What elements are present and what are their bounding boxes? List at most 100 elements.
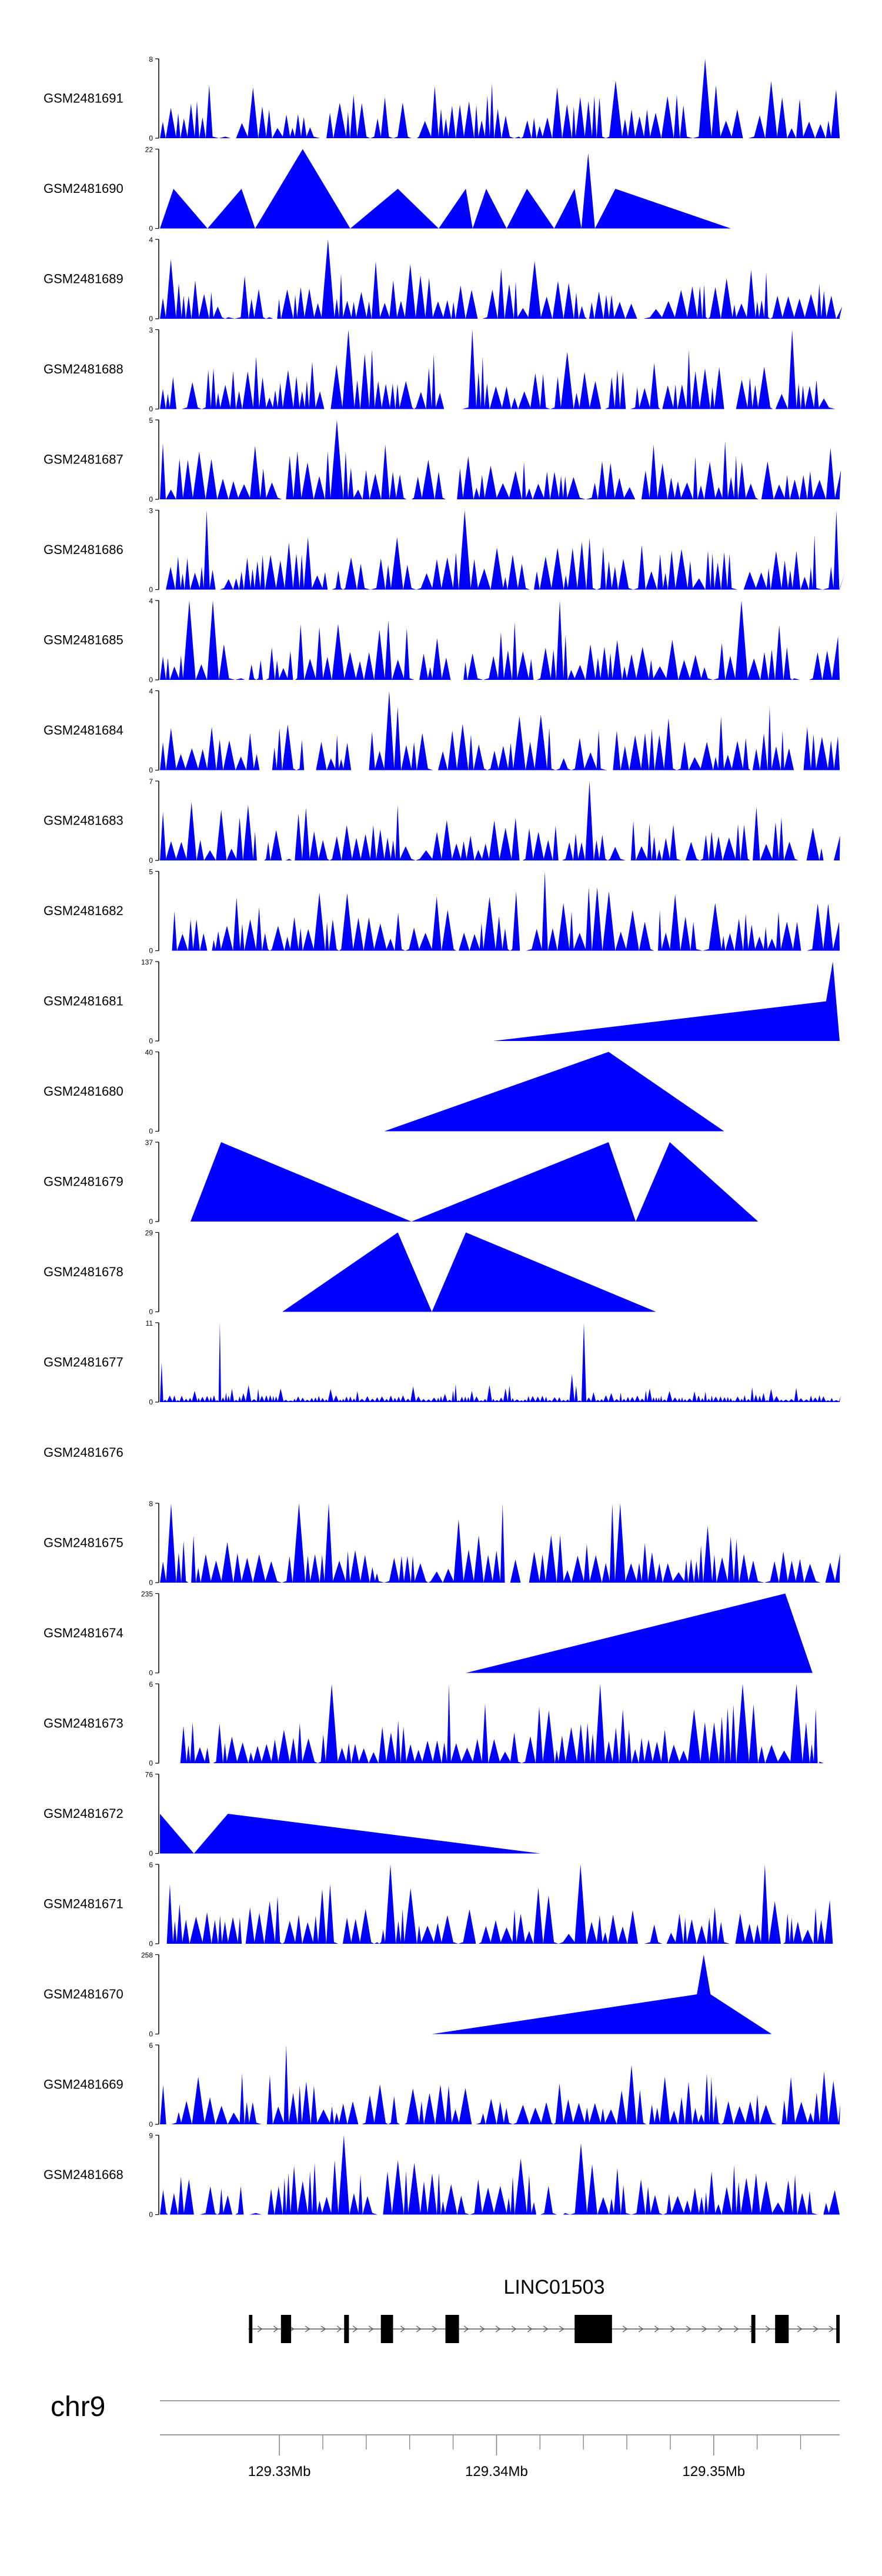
track-label: GSM2481688: [44, 362, 123, 376]
gene-name-label: LINC01503: [503, 2276, 604, 2298]
strand-arrow: [701, 2325, 707, 2333]
y-tick-label-min: 0: [149, 1127, 153, 1136]
track-GSM2481689: GSM2481689 4 0: [44, 236, 843, 323]
axis-tick-label: 129.33Mb: [248, 2464, 311, 2480]
strand-arrow: [320, 2325, 326, 2333]
strand-arrow: [733, 2325, 739, 2333]
track-GSM2481681: GSM2481681 137 0: [44, 958, 840, 1045]
coverage-area: [466, 1593, 813, 1673]
track-label: GSM2481678: [44, 1264, 123, 1279]
y-tick-label-min: 0: [149, 405, 153, 413]
strand-arrow: [305, 2325, 310, 2333]
strand-arrow: [479, 2325, 485, 2333]
y-tick-label-max: 4: [149, 236, 153, 244]
track-label: GSM2481674: [44, 1626, 123, 1640]
y-tick-label-max: 235: [141, 1590, 153, 1599]
y-tick-label-min: 0: [149, 2030, 153, 2038]
strand-arrow: [797, 2325, 803, 2333]
coverage-area: [160, 1774, 541, 1854]
strand-arrow: [400, 2325, 406, 2333]
y-tick-label-min: 0: [149, 947, 153, 955]
track-label: GSM2481677: [44, 1355, 123, 1370]
exon: [249, 2315, 253, 2343]
track-GSM2481686: GSM2481686 3 0: [44, 507, 846, 594]
track-GSM2481679: GSM2481679 37 0: [44, 1139, 759, 1226]
y-tick-label-min: 0: [149, 315, 153, 323]
coverage-area: [160, 239, 843, 319]
track-GSM2481682: GSM2481682 5 0: [44, 868, 840, 955]
track-label: GSM2481668: [44, 2167, 123, 2182]
strand-arrow: [828, 2325, 834, 2333]
track-GSM2481673: GSM2481673 6 0: [44, 1680, 824, 1767]
y-tick-label-max: 137: [141, 958, 153, 966]
strand-arrow: [638, 2325, 644, 2333]
exon: [836, 2315, 840, 2343]
track-label: GSM2481673: [44, 1716, 123, 1731]
y-tick-label-max: 6: [149, 1680, 153, 1689]
strand-arrow: [511, 2325, 517, 2333]
track-GSM2481675: GSM2481675 8 0: [44, 1500, 840, 1587]
y-tick-label-max: 11: [146, 1319, 153, 1327]
y-tick-label-min: 0: [149, 1217, 153, 1226]
y-tick-label-min: 0: [149, 1398, 153, 1406]
track-GSM2481678: GSM2481678 29 0: [44, 1229, 656, 1316]
genome-axis: chr9 129.33Mb 129.34Mb 129.35Mb: [51, 2391, 840, 2480]
chromosome-label: chr9: [51, 2391, 105, 2422]
track-GSM2481688: GSM2481688 3 0: [44, 326, 840, 413]
y-tick-label-max: 4: [149, 597, 153, 605]
strand-arrow: [622, 2325, 628, 2333]
track-label: GSM2481672: [44, 1806, 123, 1821]
track-GSM2481671: GSM2481671 6 0: [44, 1861, 833, 1948]
track-GSM2481691: GSM2481691 8 0: [44, 55, 840, 142]
track-GSM2481687: GSM2481687 5 0: [44, 416, 841, 503]
track-label: GSM2481676: [44, 1445, 123, 1460]
coverage-area: [166, 1864, 833, 1944]
track-GSM2481670: GSM2481670 258 0: [44, 1951, 772, 2038]
exon: [344, 2315, 349, 2343]
y-tick-label-min: 0: [149, 1669, 153, 1677]
coverage-area: [432, 1954, 772, 2034]
track-label: GSM2481681: [44, 994, 123, 1009]
track-GSM2481669: GSM2481669 6 0: [44, 2041, 840, 2128]
strand-arrow: [273, 2325, 279, 2333]
track-GSM2481674: GSM2481674 235 0: [44, 1590, 813, 1677]
coverage-area: [160, 149, 731, 229]
coverage-area: [191, 1142, 759, 1222]
exon: [380, 2315, 393, 2343]
exon: [574, 2315, 612, 2343]
strand-arrow: [416, 2325, 422, 2333]
track-label: GSM2481684: [44, 723, 123, 738]
y-tick-label-min: 0: [149, 1037, 153, 1045]
coverage-area: [160, 690, 840, 770]
track-label: GSM2481689: [44, 272, 123, 286]
strand-arrow: [813, 2325, 818, 2333]
track-GSM2481684: GSM2481684 4 0: [44, 688, 840, 775]
y-tick-label-max: 29: [145, 1229, 153, 1237]
y-tick-label-max: 8: [149, 1500, 153, 1508]
strand-arrow: [543, 2325, 549, 2333]
coverage-area: [282, 1232, 656, 1312]
y-tick-label-min: 0: [149, 225, 153, 233]
strand-arrow: [559, 2325, 564, 2333]
track-GSM2481680: GSM2481680 40 0: [44, 1049, 724, 1136]
y-tick-label-max: 6: [149, 2041, 153, 2050]
y-tick-label-max: 3: [149, 326, 153, 335]
track-label: GSM2481680: [44, 1084, 123, 1099]
track-GSM2481676: GSM2481676: [44, 1445, 123, 1460]
y-tick-label-max: 5: [149, 416, 153, 425]
exon: [445, 2315, 459, 2343]
strand-arrow: [765, 2325, 771, 2333]
track-label: GSM2481687: [44, 452, 123, 467]
coverage-area: [160, 2045, 840, 2124]
coverage-area: [160, 329, 840, 409]
strand-arrow: [717, 2325, 723, 2333]
y-tick-label-max: 4: [149, 688, 153, 696]
y-tick-label-min: 0: [149, 1308, 153, 1316]
coverage-area: [384, 1052, 724, 1132]
strand-arrow: [352, 2325, 358, 2333]
track-GSM2481677: GSM2481677 11 0: [44, 1319, 841, 1406]
y-tick-label-max: 22: [145, 146, 153, 154]
y-tick-label-min: 0: [149, 1940, 153, 1948]
track-GSM2481668: GSM2481668 9 0: [44, 2132, 840, 2219]
